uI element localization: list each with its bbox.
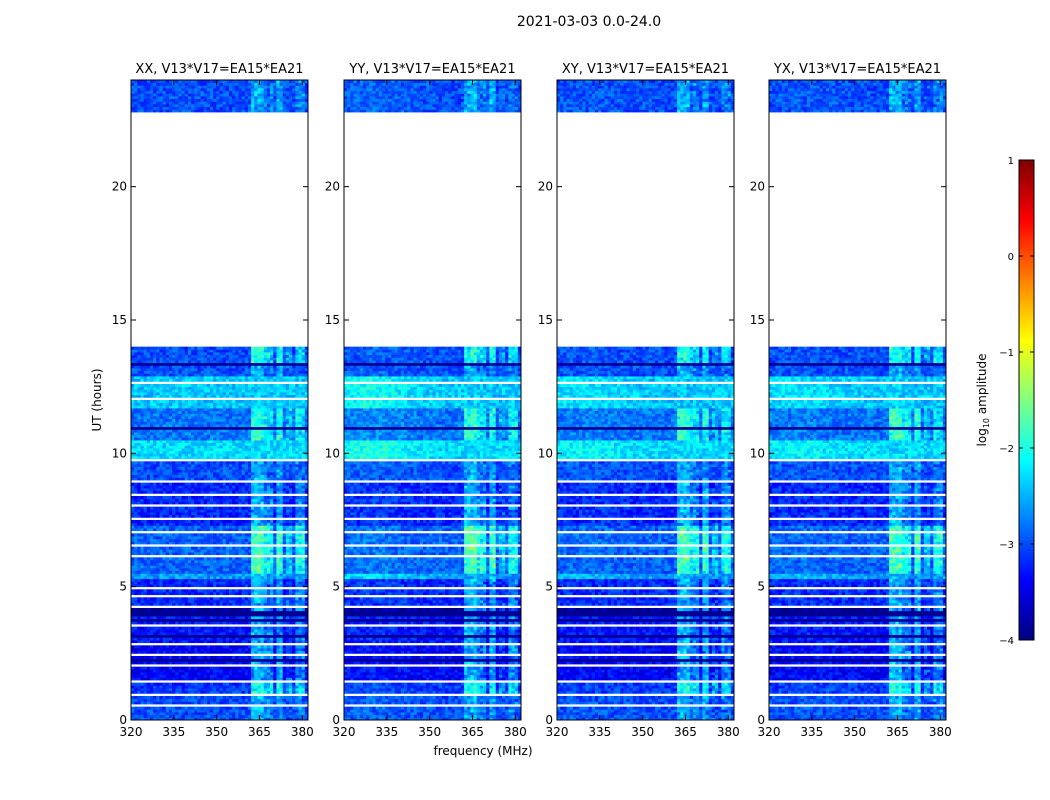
colorbar-tick-label: 1 xyxy=(1008,156,1014,167)
y-tick-label: 15 xyxy=(112,313,127,327)
y-tick-label: 5 xyxy=(332,580,340,594)
y-tick-label: 5 xyxy=(545,580,553,594)
colorbar-tick-label: −3 xyxy=(999,540,1014,551)
x-tick-label: 320 xyxy=(333,725,356,739)
y-tick-label: 0 xyxy=(757,713,765,727)
x-tick-label: 350 xyxy=(205,725,228,739)
y-tick-label: 10 xyxy=(750,446,765,460)
heatmap-image xyxy=(131,80,308,720)
y-tick-label: 15 xyxy=(538,313,553,327)
colorbar-tick-label: 0 xyxy=(1008,252,1014,263)
y-tick-label: 0 xyxy=(332,713,340,727)
x-axis-label: frequency (MHz) xyxy=(433,744,532,758)
y-axis-label: UT (hours) xyxy=(90,368,104,431)
panel-yx: 320 335 350 365 380 0 5 10 15 20 YX, V13*V17=EA15*… xyxy=(750,62,952,739)
colorbar-tick-label: −1 xyxy=(999,348,1014,359)
y-tick-label: 20 xyxy=(750,180,765,194)
axes-frame xyxy=(130,79,309,721)
colorbar-tick-label: −2 xyxy=(999,444,1014,455)
panel-title: YX, V13*V17=EA15*EA21 xyxy=(773,62,941,77)
panel-title: YY, V13*V17=EA15*EA21 xyxy=(348,62,515,77)
x-tick-label: 380 xyxy=(504,725,527,739)
heatmap-image xyxy=(769,80,946,720)
y-tick-label: 10 xyxy=(112,446,127,460)
x-tick-label: 380 xyxy=(291,725,314,739)
y-tick-label: 5 xyxy=(119,580,127,594)
x-tick-label: 380 xyxy=(717,725,740,739)
x-tick-label: 320 xyxy=(546,725,569,739)
x-tick-label: 380 xyxy=(929,725,952,739)
y-tick-label: 0 xyxy=(545,713,553,727)
y-tick-label: 5 xyxy=(757,580,765,594)
x-tick-label: 350 xyxy=(418,725,441,739)
heatmap-image xyxy=(557,80,734,720)
axes-frame xyxy=(343,79,522,721)
x-tick-label: 365 xyxy=(674,725,697,739)
x-tick-label: 365 xyxy=(886,725,909,739)
y-tick-label: 0 xyxy=(119,713,127,727)
x-tick-label: 350 xyxy=(843,725,866,739)
x-tick-label: 335 xyxy=(162,725,185,739)
x-tick-label: 335 xyxy=(800,725,823,739)
colorbar-tick-label: −4 xyxy=(999,636,1014,647)
panel-title: XX, V13*V17=EA15*EA21 xyxy=(135,62,303,77)
colorbar-gradient xyxy=(1018,159,1035,641)
heatmap-image xyxy=(344,80,521,720)
x-tick-label: 335 xyxy=(588,725,611,739)
colorbar: 1 0 −1 −2 −3 −4 log10 amplitude xyxy=(975,156,1035,647)
x-tick-label: 320 xyxy=(758,725,781,739)
panel-title: XY, V13*V17=EA15*EA21 xyxy=(562,62,729,77)
x-tick-label: 365 xyxy=(461,725,484,739)
panel-xx: 320 335 350 365 380 0 5 10 15 20 XX, V13*V17=EA15*… xyxy=(112,62,314,739)
axes-frame xyxy=(556,79,735,721)
panels: 320 335 350 365 380 0 5 10 15 20 XX, V13*V17=EA15*… xyxy=(112,62,952,739)
y-tick-label: 10 xyxy=(538,446,553,460)
y-tick-label: 15 xyxy=(750,313,765,327)
colorbar-label: log10 amplitude xyxy=(975,354,991,447)
x-tick-label: 350 xyxy=(631,725,654,739)
x-tick-label: 320 xyxy=(120,725,143,739)
y-tick-label: 15 xyxy=(325,313,340,327)
panel-yy: 320 335 350 365 380 0 5 10 15 20 YY, V13*V17=EA15*… xyxy=(325,62,527,739)
y-tick-label: 20 xyxy=(112,180,127,194)
x-tick-label: 335 xyxy=(375,725,398,739)
axes-frame xyxy=(768,79,947,721)
figure-title: 2021-03-03 0.0-24.0 xyxy=(517,14,661,30)
y-tick-label: 20 xyxy=(325,180,340,194)
x-tick-label: 365 xyxy=(248,725,271,739)
y-tick-label: 10 xyxy=(325,446,340,460)
panel-xy: 320 335 350 365 380 0 5 10 15 20 XY, V13*V17=EA15*… xyxy=(538,62,740,739)
y-tick-label: 20 xyxy=(538,180,553,194)
